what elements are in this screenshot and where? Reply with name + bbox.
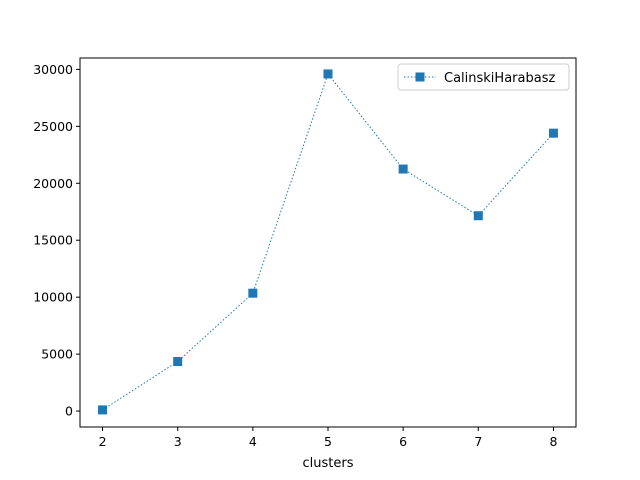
y-tick-label: 20000 xyxy=(33,176,73,191)
data-point-marker xyxy=(398,164,408,174)
data-point-marker xyxy=(548,128,558,138)
x-axis-title: clusters xyxy=(303,456,354,471)
y-axis: 0 5000 10000 15000 20000 25000 30000 xyxy=(33,62,80,419)
x-tick-label: 6 xyxy=(399,434,407,449)
x-axis: 2 3 4 5 6 7 8 xyxy=(99,427,557,449)
y-tick-label: 10000 xyxy=(33,290,73,305)
x-tick-label: 2 xyxy=(99,434,107,449)
legend-label: CalinskiHarabasz xyxy=(444,71,555,86)
x-tick-label: 7 xyxy=(474,434,482,449)
y-tick-label: 30000 xyxy=(33,62,73,77)
legend-box xyxy=(397,63,570,91)
data-point-marker xyxy=(323,69,333,79)
x-tick-label: 5 xyxy=(324,434,332,449)
x-tick-label: 4 xyxy=(249,434,257,449)
data-point-marker xyxy=(173,357,183,367)
x-tick-label: 8 xyxy=(549,434,557,449)
data-point-marker xyxy=(248,288,258,298)
data-point-marker xyxy=(98,405,108,415)
legend: CalinskiHarabasz xyxy=(397,63,570,91)
data-point-marker xyxy=(473,211,483,221)
legend-marker xyxy=(415,72,425,82)
y-tick-label: 0 xyxy=(65,404,73,419)
y-tick-label: 5000 xyxy=(41,347,73,362)
x-tick-label: 3 xyxy=(174,434,182,449)
plot-area xyxy=(98,69,558,415)
y-tick-label: 15000 xyxy=(33,233,73,248)
y-tick-label: 25000 xyxy=(33,119,73,134)
